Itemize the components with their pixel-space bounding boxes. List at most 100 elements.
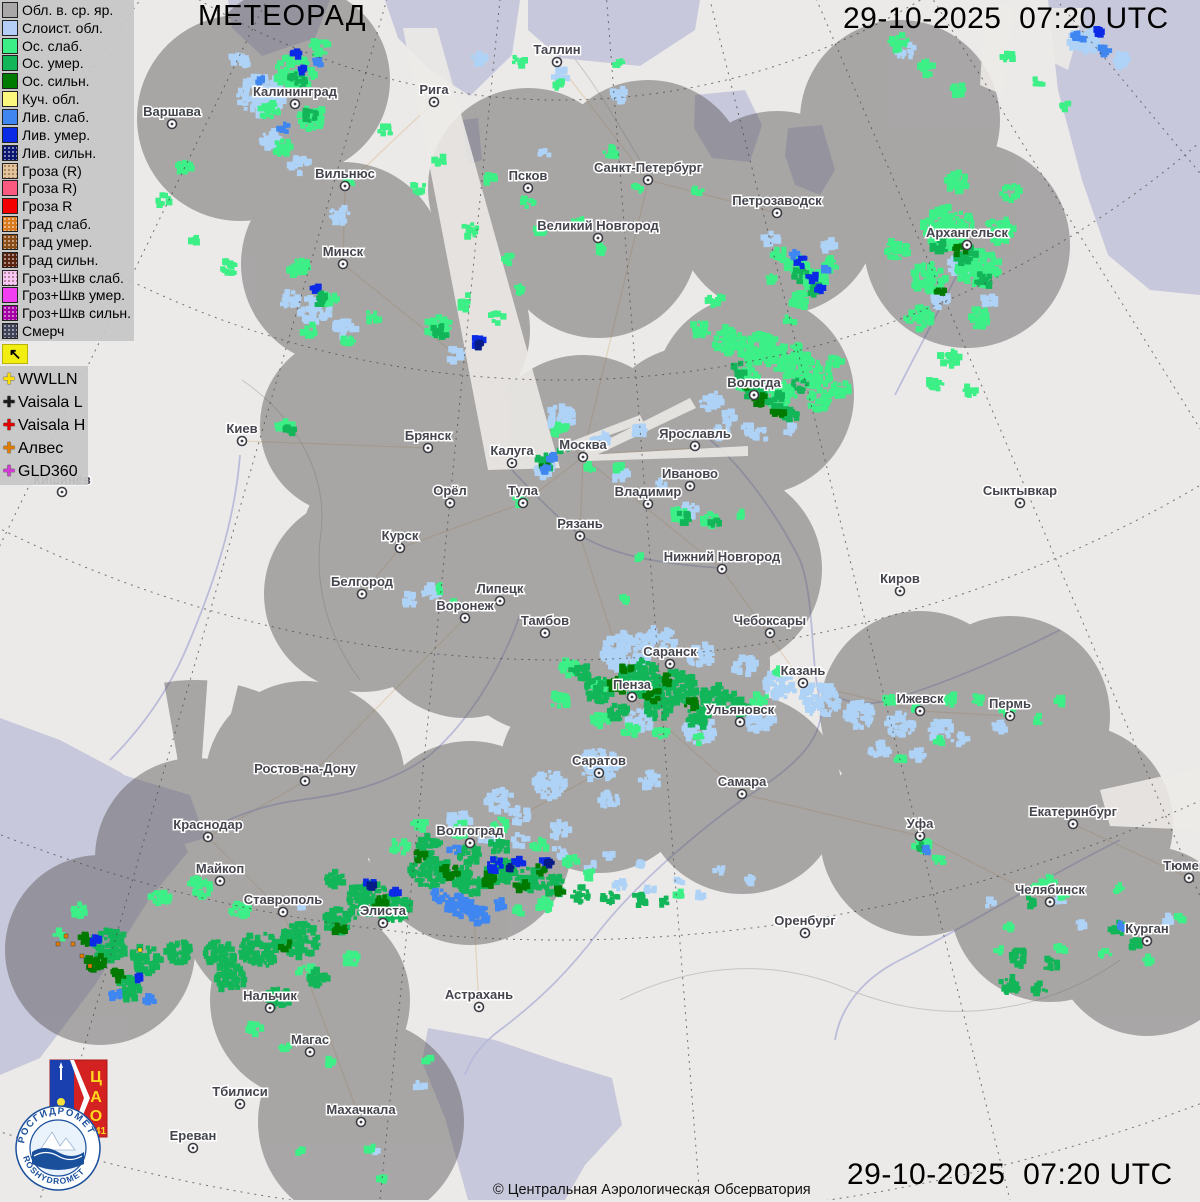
legend-swatch bbox=[2, 216, 18, 233]
city-marker bbox=[716, 563, 728, 575]
city-label: Волгоград bbox=[436, 823, 504, 838]
legend-swatch bbox=[2, 180, 18, 197]
city-marker bbox=[234, 1098, 246, 1110]
legend-row: Слоист. обл. bbox=[2, 19, 134, 37]
city-label: Ижевск bbox=[896, 691, 944, 706]
legend-label: Лив. слаб. bbox=[22, 108, 90, 125]
city-label: Таллин bbox=[533, 42, 580, 57]
city-label: Астрахань bbox=[445, 987, 513, 1002]
legend-swatch bbox=[2, 144, 18, 161]
city-marker bbox=[56, 486, 68, 498]
timestamp-top: 29-10-2025 07:20 UTC bbox=[843, 2, 1169, 35]
copyright-text: © Центральная Аэрологическая Обсерватори… bbox=[493, 1182, 811, 1198]
legend-swatch bbox=[2, 91, 18, 108]
city-label: Иваново bbox=[662, 466, 718, 481]
lightning-source-label: Алвес bbox=[18, 439, 64, 457]
city-marker bbox=[734, 716, 746, 728]
legend-swatch bbox=[2, 126, 18, 143]
lightning-source-icon: ✚ bbox=[2, 440, 16, 457]
legend-row: Гроз+Шкв слаб. bbox=[2, 269, 134, 287]
legend-row: Смерч bbox=[2, 322, 134, 340]
lightning-source-label: Vaisala H bbox=[18, 416, 86, 434]
city-label: Тула bbox=[508, 483, 539, 498]
city-marker bbox=[797, 677, 809, 689]
precipitation-legend: Обл. в. ср. яр. Слоист. обл. Ос. слаб. Ос. … bbox=[0, 0, 134, 342]
legend-label: Ос. сильн. bbox=[22, 73, 90, 90]
city-marker bbox=[464, 837, 476, 849]
city-label: Чебоксары bbox=[734, 613, 806, 628]
city-label: Саранск bbox=[643, 644, 697, 659]
city-label: Петрозаводск bbox=[732, 193, 822, 208]
city-label: Ставрополь bbox=[244, 892, 323, 907]
legend-label: Гроз+Шкв сильн. bbox=[22, 305, 131, 322]
city-marker bbox=[517, 497, 529, 509]
lightning-strikes-layer bbox=[55, 933, 143, 969]
legend-row: Ос. слаб. bbox=[2, 37, 134, 55]
city-label: Ереван bbox=[170, 1128, 217, 1143]
legend-row: Ос. умер. bbox=[2, 55, 134, 73]
legend-row: Куч. обл. bbox=[2, 90, 134, 108]
city-label: Ярославль bbox=[659, 426, 731, 441]
city-label: Курск bbox=[382, 528, 419, 543]
lightning-legend: ✚ WWLLN ✚ Vaisala L ✚ Vaisala H ✚ Алвес ✚ GLD360 bbox=[0, 366, 88, 485]
tornado-marker-icon: ↖ bbox=[2, 344, 28, 364]
legend-label: Слоист. обл. bbox=[22, 19, 103, 36]
legend-swatch bbox=[2, 55, 18, 72]
city-label: Киев bbox=[226, 421, 257, 436]
city-label: Сыктывкар bbox=[983, 483, 1057, 498]
lightning-source-label: WWLLN bbox=[18, 370, 78, 388]
city-marker bbox=[577, 451, 589, 463]
legend-row: Гроза (R) bbox=[2, 162, 134, 180]
city-marker bbox=[277, 906, 289, 918]
city-label: Вологда bbox=[727, 375, 781, 390]
city-marker bbox=[914, 705, 926, 717]
legend-row: Ос. сильн. bbox=[2, 72, 134, 90]
city-label: Саратов bbox=[572, 753, 626, 768]
lightning-source-icon: ✚ bbox=[2, 417, 16, 434]
city-marker bbox=[1014, 497, 1026, 509]
city-marker bbox=[356, 588, 368, 600]
legend-label: Град слаб. bbox=[22, 216, 92, 233]
legend-row: Гроз+Шкв умер. bbox=[2, 287, 134, 305]
city-label: Самара bbox=[718, 774, 767, 789]
city-label: Махачкала bbox=[326, 1102, 396, 1117]
city-marker bbox=[202, 831, 214, 843]
city-marker bbox=[394, 542, 406, 554]
city-marker bbox=[428, 96, 440, 108]
legend-swatch bbox=[2, 323, 18, 340]
legend-swatch bbox=[2, 37, 18, 54]
legend-label: Лив. сильн. bbox=[22, 144, 97, 161]
city-label: Нальчик bbox=[243, 988, 297, 1003]
legend-row: Град слаб. bbox=[2, 215, 134, 233]
city-marker bbox=[539, 627, 551, 639]
city-label: Брянск bbox=[405, 428, 452, 443]
legend-label: Куч. обл. bbox=[22, 91, 80, 108]
legend-label: Гроза (R) bbox=[22, 162, 82, 179]
city-label: Рязань bbox=[557, 516, 602, 531]
lightning-source-icon: ✚ bbox=[2, 371, 16, 388]
city-label: Пенза bbox=[613, 677, 652, 692]
legend-swatch bbox=[2, 287, 18, 304]
lightning-legend-row: ✚ GLD360 bbox=[1, 460, 88, 483]
city-marker bbox=[771, 207, 783, 219]
page-title: МЕТЕОРАД bbox=[198, 0, 367, 32]
city-label: Владимир bbox=[615, 484, 682, 499]
city-label: Киров bbox=[880, 571, 920, 586]
city-label: Белгород bbox=[331, 574, 394, 589]
lightning-source-icon: ✚ bbox=[2, 463, 16, 480]
legend-swatch bbox=[2, 19, 18, 36]
city-marker bbox=[1044, 896, 1056, 908]
legend-row: Гроза R bbox=[2, 197, 134, 215]
legend-swatch bbox=[2, 108, 18, 125]
logos-block: Ц А О 1941 РОСГИДРОМЕТ ROSHYDROMET bbox=[14, 1052, 154, 1197]
legend-row: Лив. сильн. bbox=[2, 144, 134, 162]
legend-label: Гроз+Шкв умер. bbox=[22, 287, 126, 304]
lightning-legend-row: ✚ Vaisala L bbox=[1, 391, 88, 414]
legend-row: Обл. в. ср. яр. bbox=[2, 1, 134, 19]
city-marker bbox=[494, 595, 506, 607]
city-label: Екатеринбург bbox=[1029, 804, 1118, 819]
legend-row: Град умер. bbox=[2, 233, 134, 251]
city-marker bbox=[339, 180, 351, 192]
